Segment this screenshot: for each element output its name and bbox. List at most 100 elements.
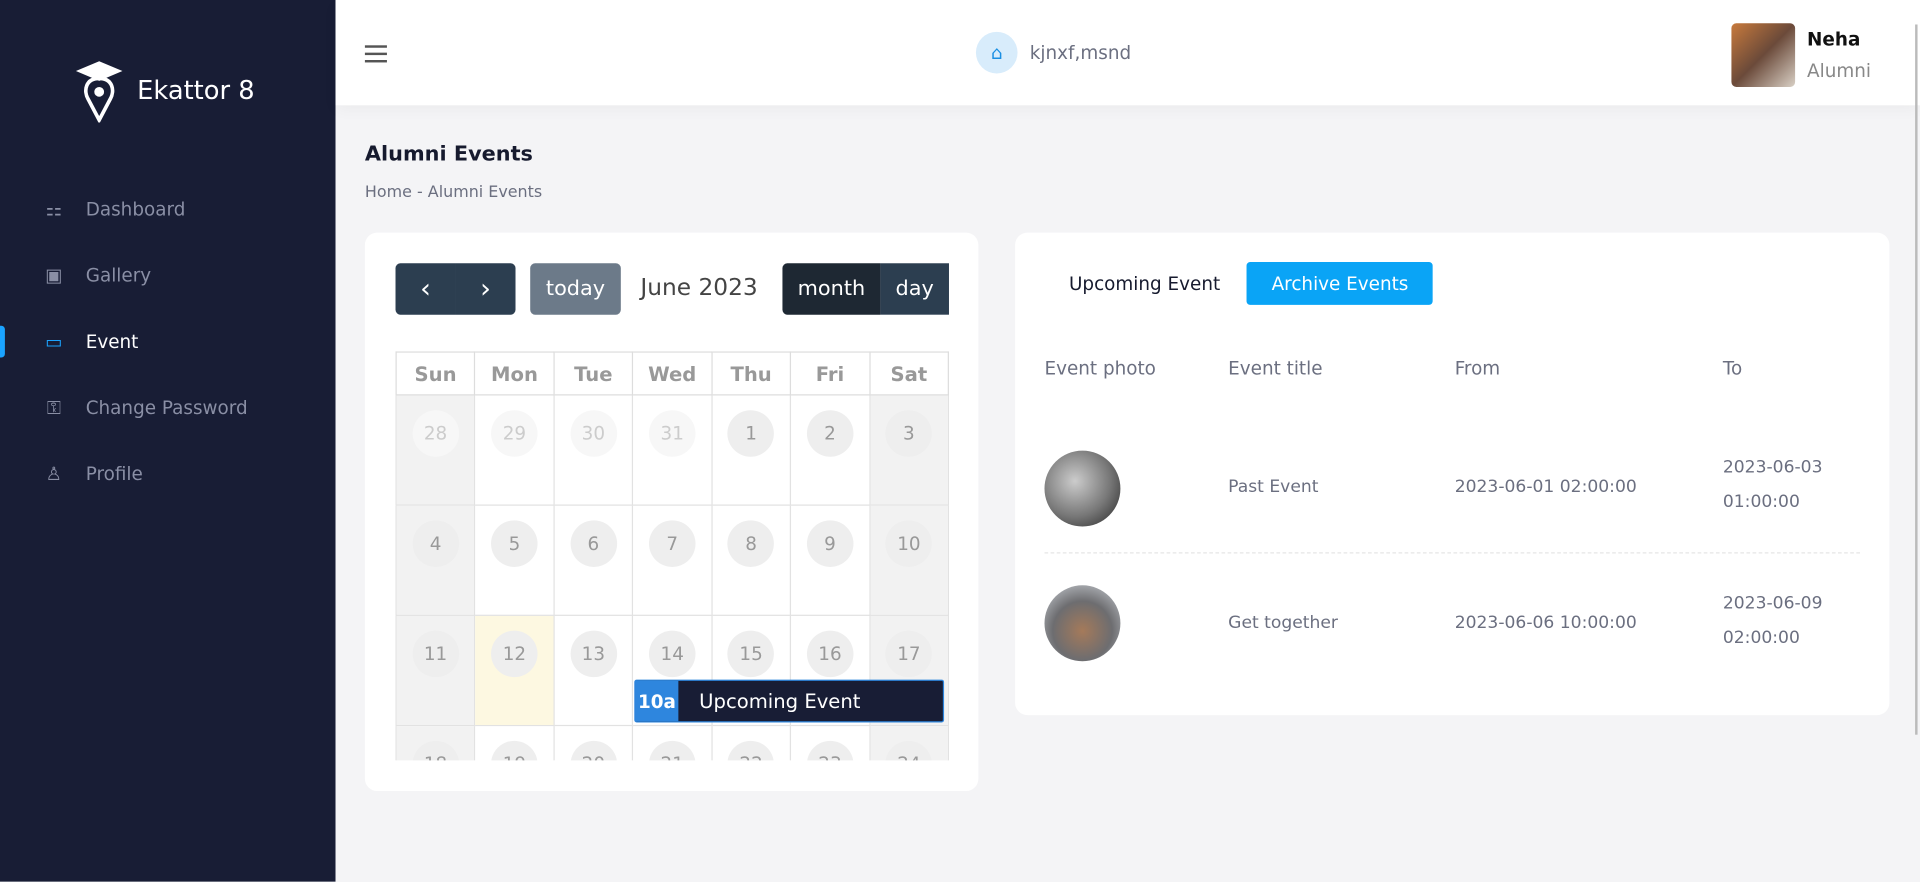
logo[interactable]: Ekattor 8 (73, 59, 255, 123)
event-title: Upcoming Event (699, 689, 861, 713)
page-title: Alumni Events (364, 142, 533, 167)
day-number: 4 (412, 520, 459, 567)
breadcrumb-separator: - (416, 183, 423, 203)
day-number: 5 (491, 520, 538, 567)
school-icon: ⌂ (975, 31, 1018, 74)
calendar-day[interactable]: 11 (395, 614, 476, 727)
day-number: 15 (727, 630, 775, 678)
calendar-day[interactable]: 19 (474, 724, 555, 761)
calendar-day[interactable]: 13 (553, 614, 634, 727)
calendar-day[interactable]: 10 (868, 504, 949, 616)
sidebar-item-dashboard[interactable]: ⚏ Dashboard (0, 176, 336, 242)
sidebar-item-change-password[interactable]: ⚿ Change Password (0, 375, 336, 441)
day-number: 31 (648, 410, 696, 457)
calendar-day[interactable]: 22 (711, 724, 792, 761)
day-number: 22 (727, 740, 775, 761)
calendar-day[interactable]: 6 (553, 504, 634, 616)
day-number: 24 (885, 740, 933, 761)
logo-icon (75, 61, 123, 123)
day-number: 12 (491, 630, 538, 678)
day-number: 8 (727, 520, 775, 567)
school-selector[interactable]: ⌂ kjnxf,msnd (975, 31, 1132, 74)
sidebar: Ekattor 8 ⚏ Dashboard ▣ Gallery ▭ Event ⚿ Ch… (0, 0, 336, 882)
sidebar-item-gallery[interactable]: ▣ Gallery (0, 242, 336, 308)
day-number: 10 (885, 520, 933, 567)
user-name: Neha (1807, 28, 1861, 51)
scrollbar[interactable] (1915, 24, 1918, 735)
calendar-day[interactable]: 7 (632, 504, 713, 616)
table-row: Get together 2023-06-06 10:00:00 2023-06… (1044, 555, 1860, 690)
calendar-day[interactable]: 2 (789, 394, 871, 506)
today-button[interactable]: today (530, 263, 621, 315)
tab-archive-events[interactable]: Archive Events (1247, 262, 1433, 305)
avatar (1731, 23, 1795, 87)
calendar-icon: ▭ (45, 330, 63, 353)
calendar-day[interactable]: 4 (395, 504, 476, 616)
breadcrumb: Home - Alumni Events (365, 184, 542, 202)
calendar-day[interactable]: 8 (711, 504, 792, 616)
calendar-day[interactable]: 30 (553, 394, 634, 506)
day-number: 16 (806, 630, 854, 678)
day-view-button[interactable]: day (880, 263, 949, 315)
calendar-day[interactable]: 20 (553, 724, 634, 761)
day-number: 20 (570, 740, 617, 761)
image-icon: ▣ (45, 264, 63, 287)
calendar-day[interactable]: 21 (632, 724, 713, 761)
top-header: ⌂ kjnxf,msnd Neha Alumni (335, 0, 1920, 106)
user-role: Alumni (1807, 60, 1872, 83)
sidebar-item-label: Gallery (85, 264, 152, 287)
tab-upcoming-event[interactable]: Upcoming Event (1068, 272, 1221, 295)
weekday-header: Sat (868, 351, 949, 396)
calendar-day[interactable]: 5 (474, 504, 555, 616)
weekday-header: Sun (395, 351, 476, 396)
breadcrumb-current: Alumni Events (427, 183, 543, 203)
day-number: 30 (570, 410, 617, 457)
breadcrumb-home[interactable]: Home (364, 183, 412, 203)
event-from: 2023-06-06 10:00:00 (1454, 613, 1637, 634)
calendar-day[interactable]: 24 (868, 724, 949, 761)
calendar-day[interactable]: 1 (711, 394, 792, 506)
menu-toggle-icon[interactable] (364, 45, 387, 67)
day-number: 3 (885, 410, 933, 457)
sidebar-item-label: Dashboard (85, 198, 186, 221)
event-photo (1044, 585, 1121, 662)
event-time: 10a (635, 680, 679, 722)
calendar-day[interactable]: 18 (395, 724, 476, 761)
column-header: To (1722, 357, 1743, 380)
school-name: kjnxf,msnd (1029, 41, 1132, 64)
day-number: 1 (727, 410, 775, 457)
sidebar-item-event[interactable]: ▭ Event (0, 309, 336, 375)
day-number: 19 (491, 740, 538, 761)
calendar-day[interactable]: 23 (789, 724, 871, 761)
calendar-day[interactable]: 12 (474, 614, 555, 727)
sidebar-item-label: Event (85, 330, 139, 353)
calendar-day[interactable]: 31 (632, 394, 713, 506)
weekday-header: Tue (553, 351, 634, 396)
weekday-header: Mon (474, 351, 555, 396)
day-number: 29 (491, 410, 538, 457)
day-number: 6 (570, 520, 617, 567)
month-view-button[interactable]: month (782, 263, 881, 315)
event-title: Get together (1228, 613, 1338, 634)
event-to-date: 2023-06-03 (1722, 457, 1823, 478)
event-from: 2023-06-01 02:00:00 (1454, 477, 1637, 498)
weekday-header: Fri (789, 351, 871, 396)
calendar-event[interactable]: 10a Upcoming Event (634, 679, 945, 723)
grid-icon: ⚏ (45, 198, 63, 221)
day-number: 2 (806, 410, 854, 457)
key-icon: ⚿ (46, 396, 61, 419)
calendar-day[interactable]: 28 (395, 394, 476, 506)
event-photo (1044, 450, 1121, 527)
calendar-day[interactable]: 29 (474, 394, 555, 506)
sidebar-item-profile[interactable]: ♙ Profile (0, 441, 336, 507)
calendar-day[interactable]: 9 (789, 504, 871, 616)
user-menu[interactable]: Neha Alumni (1731, 23, 1871, 87)
prev-month-button[interactable]: ‹ (395, 263, 456, 315)
day-number: 14 (648, 630, 696, 678)
next-month-button[interactable]: › (455, 263, 516, 315)
day-number: 13 (570, 630, 617, 678)
day-number: 7 (648, 520, 696, 567)
day-number: 9 (806, 520, 854, 567)
column-header: From (1454, 357, 1501, 380)
calendar-day[interactable]: 3 (868, 394, 949, 506)
